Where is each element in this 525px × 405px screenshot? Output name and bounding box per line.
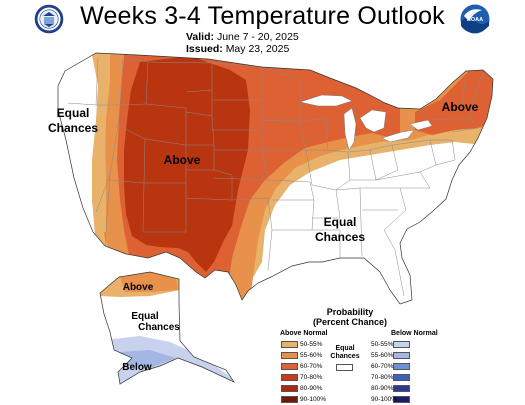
- legend-below-label: 80-90%: [371, 385, 394, 392]
- great-lakes: [299, 94, 433, 151]
- legend-title-line1: Probability: [326, 307, 374, 317]
- legend-below-swatch: [393, 396, 410, 403]
- legend-below-label: 50-55%: [371, 341, 394, 348]
- label-alaska-equal-1: Equal: [131, 311, 158, 322]
- legend-title-line2: (Percent Chance): [312, 317, 388, 327]
- legend-above-label: 55-60%: [300, 352, 323, 359]
- legend-above-label: 70-80%: [300, 374, 323, 381]
- noaa-logo-icon: NOAA: [460, 4, 490, 34]
- label-alaska-below: Below: [122, 362, 152, 373]
- legend-above-header: Above Normal: [280, 330, 328, 337]
- legend-above-label: 80-90%: [300, 385, 323, 392]
- legend-below-label: 70-80%: [371, 374, 394, 381]
- noaa-logo-text: NOAA: [467, 17, 483, 23]
- legend-equal-line2: Chances: [330, 353, 360, 360]
- legend-above-swatch: [281, 396, 298, 403]
- legend-below-swatch: [393, 385, 410, 392]
- conus-outline: [57, 52, 494, 305]
- legend-below-swatch: [393, 363, 410, 370]
- legend-below-swatch: [393, 352, 410, 359]
- valid-dates: June 7 - 20, 2025: [216, 31, 299, 43]
- doc-seal-icon: [34, 4, 64, 34]
- label-above-northeast: Above: [442, 100, 479, 114]
- label-above-center: Above: [164, 153, 201, 167]
- valid-line: Valid: June 7 - 20, 2025: [186, 31, 299, 43]
- legend-above-label: 60-70%: [300, 363, 323, 370]
- state-lines: [67, 57, 484, 297]
- legend-equal-line1: Equal: [335, 345, 355, 352]
- issued-label: Issued:: [186, 43, 223, 55]
- alaska-outline: [99, 271, 235, 385]
- legend-equal-swatch: [336, 364, 353, 371]
- label-alaska-above: Above: [123, 282, 154, 293]
- legend-above-swatch: [281, 374, 298, 381]
- legend-equal-label: Equal Chances: [330, 345, 360, 361]
- legend-above-label: 90-100%: [300, 396, 327, 403]
- issued-line: Issued: May 23, 2025: [186, 43, 289, 55]
- label-equal-south-1: Equal: [324, 215, 357, 229]
- issued-date: May 23, 2025: [225, 43, 290, 55]
- legend-below-swatch: [393, 374, 410, 381]
- label-equal-west-1: Equal: [57, 106, 90, 120]
- label-equal-west-2: Chances: [48, 121, 98, 135]
- page-title: Weeks 3-4 Temperature Outlook: [80, 2, 445, 30]
- legend-above-swatch: [281, 363, 298, 370]
- label-equal-south-2: Chances: [315, 230, 365, 244]
- label-alaska-equal-2: Chances: [138, 322, 180, 333]
- legend-above-label: 50-55%: [300, 341, 323, 348]
- valid-label: Valid:: [186, 31, 215, 43]
- legend-above-swatch: [281, 341, 298, 348]
- legend-below-label: 90-100%: [371, 396, 398, 403]
- legend-below-swatch: [393, 341, 410, 348]
- legend-above-swatch: [281, 385, 298, 392]
- legend-above-swatch: [281, 352, 298, 359]
- legend-title: Probability (Percent Chance): [300, 307, 400, 327]
- legend-below-header: Below Normal: [391, 330, 438, 337]
- legend-below-label: 60-70%: [371, 363, 394, 370]
- legend-below-label: 55-60%: [371, 352, 394, 359]
